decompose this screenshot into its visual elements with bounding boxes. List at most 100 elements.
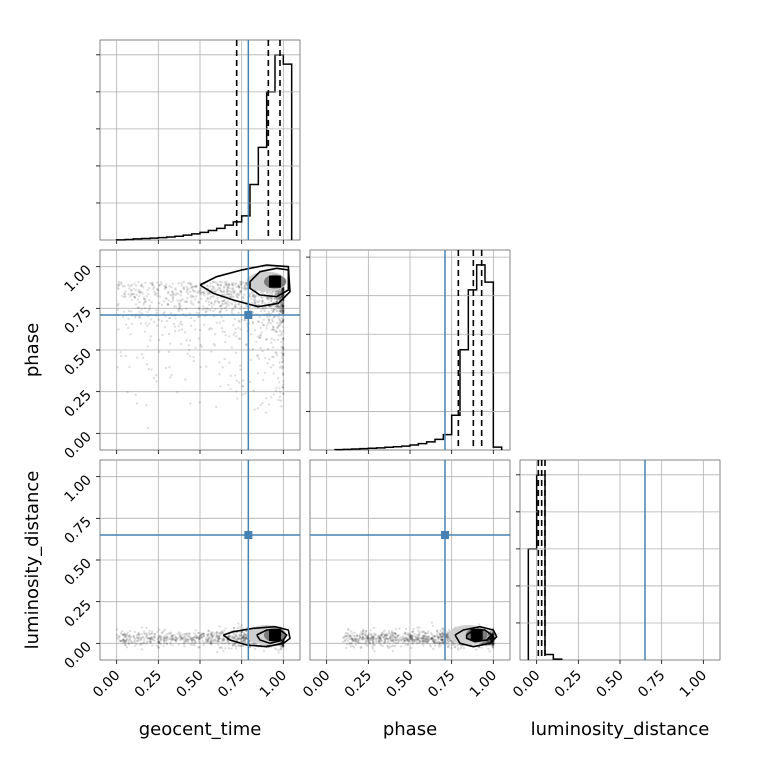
sample-point <box>281 289 284 292</box>
sample-point <box>430 621 433 624</box>
sample-point <box>173 325 177 328</box>
sample-point <box>233 633 236 636</box>
sample-point <box>153 632 156 636</box>
sample-point <box>217 632 220 635</box>
sample-point <box>190 285 193 288</box>
sample-point <box>281 289 284 292</box>
sample-point <box>275 305 278 308</box>
sample-point <box>253 299 256 302</box>
sample-point <box>127 641 130 645</box>
sample-point <box>243 293 246 296</box>
sample-point <box>267 297 270 300</box>
sample-point <box>241 639 245 642</box>
sample-point <box>137 306 141 309</box>
sample-point <box>483 641 487 644</box>
sample-point <box>436 635 439 639</box>
sample-point <box>185 285 189 289</box>
sample-point <box>282 289 285 292</box>
sample-point <box>275 305 278 308</box>
sample-point <box>138 316 141 320</box>
sample-point <box>170 300 173 303</box>
sample-point <box>376 634 380 638</box>
sample-point <box>172 293 175 296</box>
sample-point <box>262 318 266 322</box>
sample-point <box>136 639 139 642</box>
sample-point <box>435 634 438 638</box>
sample-point <box>276 326 279 329</box>
sample-point <box>159 642 162 646</box>
sample-point <box>210 636 213 640</box>
sample-point <box>276 354 279 357</box>
sample-point <box>150 637 153 641</box>
sample-point <box>207 303 211 307</box>
sample-point <box>192 303 195 306</box>
sample-point <box>248 645 252 649</box>
sample-point <box>168 285 171 288</box>
sample-point <box>164 315 167 318</box>
sample-point <box>218 287 222 290</box>
sample-point <box>177 282 180 285</box>
sample-point <box>279 295 282 298</box>
sample-point <box>225 305 228 308</box>
sample-point <box>169 376 172 379</box>
sample-point <box>116 286 120 289</box>
sample-point <box>282 287 285 290</box>
sample-point <box>282 310 285 313</box>
sample-point <box>130 289 133 292</box>
sample-point <box>281 295 284 298</box>
sample-point <box>251 641 254 645</box>
sample-point <box>121 641 125 644</box>
sample-point <box>182 287 186 291</box>
sample-point <box>216 635 220 638</box>
sample-point <box>140 283 143 286</box>
sample-point <box>378 637 381 640</box>
sample-point <box>129 333 132 336</box>
sample-point <box>277 324 280 327</box>
sample-point <box>229 290 233 293</box>
sample-point <box>128 634 131 638</box>
sample-point <box>169 637 172 641</box>
sample-point <box>218 634 222 638</box>
sample-point <box>278 361 281 364</box>
sample-point <box>197 645 201 649</box>
sample-point <box>149 335 152 338</box>
sample-point <box>117 328 120 331</box>
sample-point <box>152 285 156 289</box>
sample-point <box>179 304 182 308</box>
sample-point <box>274 300 277 304</box>
sample-point <box>217 643 220 647</box>
sample-point <box>249 333 253 336</box>
sample-point <box>198 641 201 645</box>
sample-point <box>253 300 256 304</box>
xtick-label-4: 1.00 <box>467 668 500 701</box>
sample-point <box>163 311 166 314</box>
sample-point <box>270 291 273 295</box>
sample-point <box>282 287 285 290</box>
sample-point <box>204 640 208 644</box>
sample-point <box>139 315 142 319</box>
sample-point <box>427 635 430 638</box>
sample-point <box>148 339 152 342</box>
sample-point <box>119 282 123 286</box>
sample-point <box>273 315 276 318</box>
sample-point <box>141 635 145 639</box>
sample-point <box>210 633 213 636</box>
sample-point <box>351 639 355 642</box>
sample-point <box>150 632 154 635</box>
sample-point <box>230 635 234 638</box>
ylabel-phase: phase <box>22 323 43 377</box>
sample-point <box>222 289 226 292</box>
sample-point <box>281 346 285 349</box>
sample-point <box>211 295 214 298</box>
sample-point <box>185 632 189 635</box>
sample-point <box>450 646 453 650</box>
sample-point <box>210 641 213 645</box>
sample-point <box>282 303 285 307</box>
sample-point <box>232 287 235 290</box>
sample-point <box>188 638 191 641</box>
sample-point <box>175 638 179 641</box>
sample-point <box>168 317 172 320</box>
sample-point <box>404 643 407 646</box>
sample-point <box>122 310 126 313</box>
sample-point <box>279 310 282 313</box>
